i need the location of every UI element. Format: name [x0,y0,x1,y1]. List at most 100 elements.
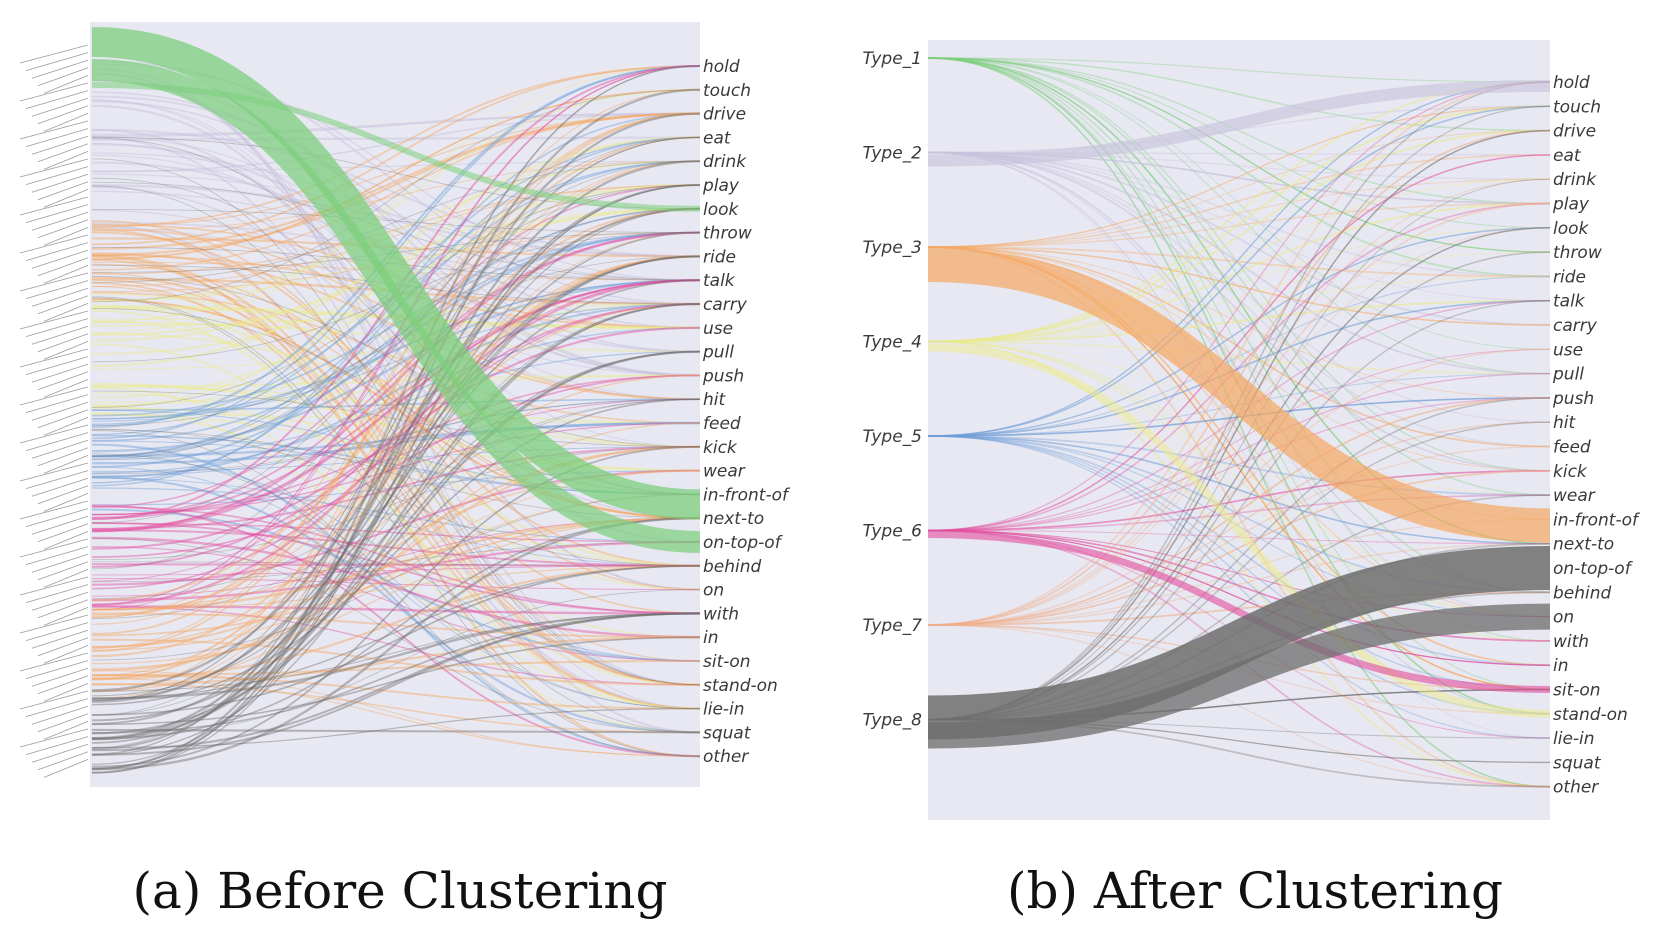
left-tick-mark [32,250,88,268]
label-b-wear: wear [1553,486,1596,506]
left-tick-mark [26,471,88,489]
left-tick-mark [20,653,88,671]
left-tick-mark [38,372,88,390]
left-tick-mark [32,326,88,344]
label-b-type-6: Type_6 [862,522,922,542]
left-tick-mark [38,676,88,694]
panel-b-left-labels: Type_1 Type_2 Type_3 Type_4 Type_5 Type_6 Type… [862,49,922,731]
label-b-behind: behind [1553,583,1612,603]
left-tick-mark [26,53,88,71]
left-tick-mark [32,744,88,762]
left-tick-mark [26,243,88,261]
label-a-lie-in: lie-in [703,700,745,720]
label-a-drive: drive [703,105,746,125]
label-a-play: play [702,176,740,196]
label-b-other: other [1553,778,1599,798]
left-tick-mark [38,296,88,314]
left-tick-mark [20,691,88,709]
label-b-lie-in: lie-in [1553,729,1595,749]
left-tick-mark [20,615,88,633]
label-a-in: in [703,628,719,648]
left-tick-mark [38,334,88,352]
left-tick-mark [32,592,88,610]
left-tick-mark [26,167,88,185]
label-a-kick: kick [703,438,738,458]
left-tick-mark [26,547,88,565]
panel-a-right-labels: holdtouchdriveeatdrinkplaylookthrowridet… [702,57,791,767]
left-tick-mark [26,91,88,109]
label-b-touch: touch [1553,97,1601,117]
left-tick-mark [32,554,88,572]
left-tick-mark [20,121,88,139]
left-tick-mark [32,402,88,420]
left-tick-mark [20,159,88,177]
left-tick-mark [38,106,88,124]
left-tick-mark [32,288,88,306]
left-tick-mark [26,623,88,641]
label-b-type-4: Type_4 [862,333,922,353]
label-b-drive: drive [1553,122,1596,142]
left-tick-mark [38,448,88,466]
label-b-type-8: Type_8 [862,711,922,731]
left-tick-mark [38,524,88,542]
left-tick-mark [38,638,88,656]
left-tick-mark [32,630,88,648]
left-tick-mark [20,197,88,215]
panel-b: Type_1Type_2Type_3Type_4Type_5Type_6Type… [862,40,1641,920]
label-b-type-7: Type_7 [862,616,922,636]
left-tick-mark [26,661,88,679]
label-b-talk: talk [1553,292,1586,312]
label-a-on: on [703,581,724,601]
left-tick-mark [26,737,88,755]
panel-a-left-labels [20,45,88,777]
panel-b-right-labels: holdtouchdriveeatdrinkplaylookthrowridet… [1552,73,1641,798]
label-a-on-top-of: on-top-of [703,533,784,553]
left-tick-mark [26,395,88,413]
left-tick-mark [20,577,88,595]
left-tick-mark [44,759,88,777]
left-tick-mark [20,83,88,101]
left-tick-mark [38,600,88,618]
left-tick-mark [26,509,88,527]
label-b-squat: squat [1553,753,1602,773]
left-tick-mark [20,273,88,291]
left-tick-mark [26,585,88,603]
left-tick-mark [32,440,88,458]
label-a-throw: throw [703,224,752,244]
label-a-squat: squat [703,723,752,743]
left-tick-mark [20,729,88,747]
left-tick-mark [32,516,88,534]
left-tick-mark [38,144,88,162]
left-tick-mark [32,668,88,686]
caption-b: (b) After Clustering [1007,862,1503,920]
left-tick-mark [26,129,88,147]
label-b-type-1: Type_1 [862,49,922,69]
left-tick-mark [20,539,88,557]
left-tick-mark [20,45,88,63]
label-b-on: on [1553,608,1574,628]
label-a-other: other [703,747,749,767]
label-b-on-top-of: on-top-of [1553,559,1634,579]
label-a-hold: hold [703,57,740,77]
left-tick-mark [20,463,88,481]
left-tick-mark [20,501,88,519]
label-a-sit-on: sit-on [703,652,751,672]
left-tick-mark [26,281,88,299]
label-b-in-front-of: in-front-of [1553,510,1641,530]
label-a-next-to: next-to [703,509,764,529]
label-a-pull: pull [702,343,734,363]
left-tick-mark [20,425,88,443]
label-b-hold: hold [1553,73,1590,93]
left-tick-mark [32,174,88,192]
label-a-with: with [703,604,739,624]
left-tick-mark [20,387,88,405]
label-b-type-3: Type_3 [862,238,922,258]
label-a-hit: hit [703,390,726,410]
label-b-push: push [1552,389,1594,409]
left-tick-mark [38,714,88,732]
label-a-feed: feed [703,414,741,434]
label-a-drink: drink [703,152,747,172]
label-b-play: play [1552,195,1590,215]
label-b-next-to: next-to [1553,535,1614,555]
label-b-eat: eat [1553,146,1582,166]
